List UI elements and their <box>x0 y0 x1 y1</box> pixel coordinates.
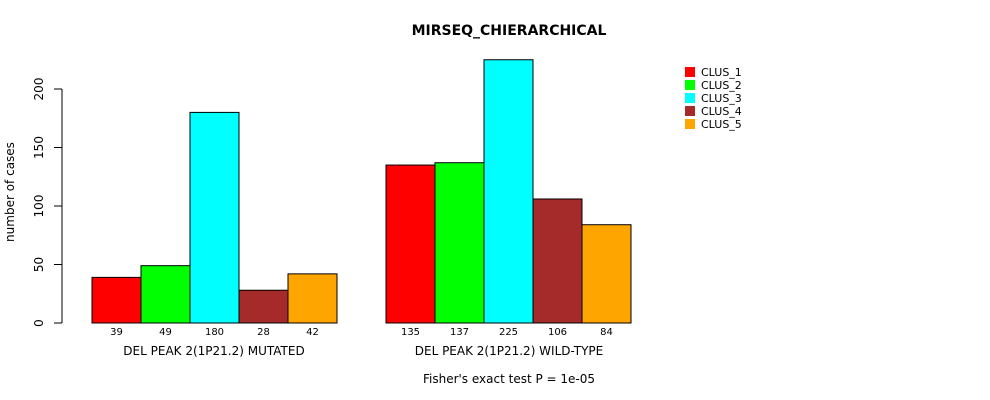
group-label-wild-type: DEL PEAK 2(1P21.2) WILD-TYPE <box>415 344 603 358</box>
y-tick-label: 0 <box>32 319 46 327</box>
legend-swatch <box>685 67 695 77</box>
bar-clus-3-group-2 <box>483 59 534 324</box>
legend-label: CLUS_1 <box>701 66 742 79</box>
y-tick-label: 200 <box>32 78 46 101</box>
chart-title: MIRSEQ_CHIERARCHICAL <box>412 23 607 39</box>
bar-value-label: 225 <box>499 327 518 338</box>
legend-label: CLUS_3 <box>701 92 742 105</box>
bar-value-label: 84 <box>600 327 613 338</box>
legend-label: CLUS_4 <box>701 105 742 118</box>
fisher-test-footnote: Fisher's exact test P = 1e-05 <box>423 372 595 386</box>
bar-clus-5-group-2 <box>581 224 632 324</box>
group-label-mutated: DEL PEAK 2(1P21.2) MUTATED <box>123 344 304 358</box>
bar-clus-2-group-1 <box>140 265 191 324</box>
bar-clus-5-group-1 <box>287 273 338 324</box>
legend-swatch <box>685 93 695 103</box>
value-labels-group: 39 49 180 28 42 135 137 225 106 84 <box>110 327 613 338</box>
legend-swatch <box>685 106 695 116</box>
y-tick-label: 150 <box>32 136 46 159</box>
bar-value-label: 135 <box>401 327 420 338</box>
bar-clus-2-group-2 <box>434 162 485 324</box>
y-axis-ticks: 0 50 100 150 200 <box>32 78 62 327</box>
y-tick-label: 50 <box>32 257 46 272</box>
bar-value-label: 180 <box>205 327 224 338</box>
bar-clus-3-group-1 <box>189 111 240 324</box>
bar-value-label: 49 <box>159 327 172 338</box>
legend-swatch <box>685 80 695 90</box>
bar-value-label: 28 <box>257 327 270 338</box>
bar-value-label: 39 <box>110 327 123 338</box>
legend-label: CLUS_2 <box>701 79 742 92</box>
legend-label: CLUS_5 <box>701 118 742 131</box>
bar-clus-1-group-1 <box>91 276 142 324</box>
bar-clus-4-group-2 <box>532 198 583 324</box>
bars-group <box>91 59 632 324</box>
bar-clus-4-group-1 <box>238 289 289 324</box>
y-axis-label: number of cases <box>3 142 17 242</box>
bar-clus-1-group-2 <box>385 164 436 324</box>
bar-value-label: 137 <box>450 327 469 338</box>
legend-swatch <box>685 119 695 129</box>
bar-value-label: 42 <box>306 327 319 338</box>
y-tick-label: 100 <box>32 195 46 218</box>
bar-value-label: 106 <box>548 327 567 338</box>
